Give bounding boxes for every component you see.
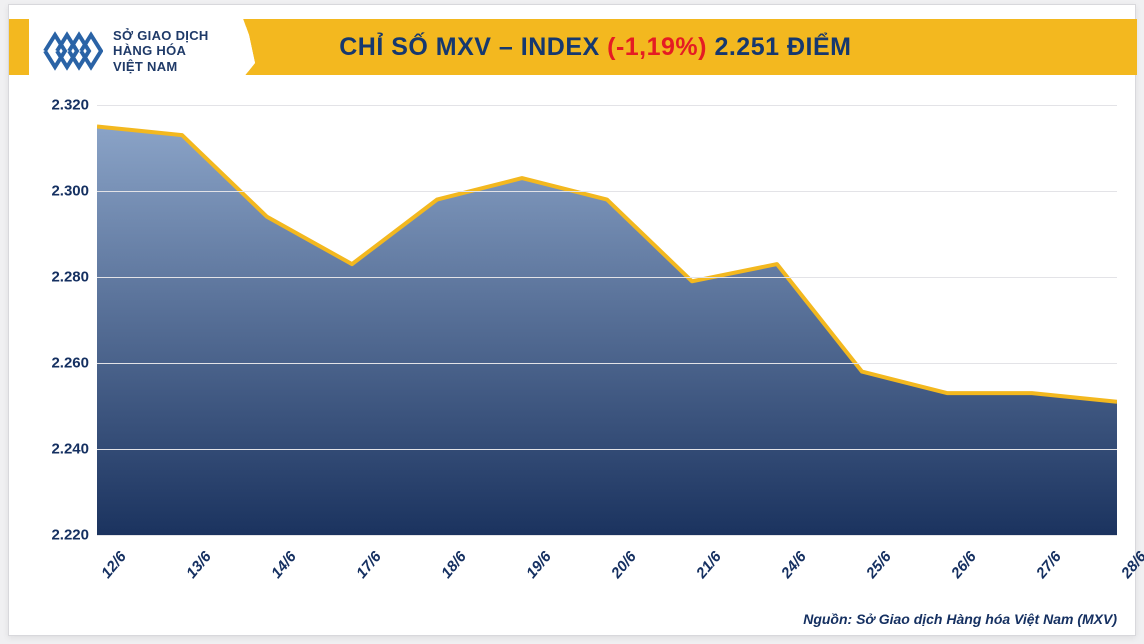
- x-axis-label: 26/6: [948, 548, 997, 596]
- plot-region: [97, 105, 1117, 535]
- x-axis-label: 17/6: [353, 548, 402, 596]
- title-prefix: CHỈ SỐ MXV – INDEX: [339, 33, 607, 61]
- title-change: (-1,19%): [607, 33, 707, 61]
- x-axis-label: 24/6: [778, 548, 827, 596]
- y-axis-label: 2.300: [37, 183, 89, 200]
- brand-line-1: SỞ GIAO DỊCH: [113, 28, 209, 44]
- source-attribution: Nguồn: Sở Giao dịch Hàng hóa Việt Nam (M…: [803, 611, 1117, 627]
- x-axis-label: 20/6: [608, 548, 657, 596]
- brand-mark-icon: [39, 27, 103, 75]
- x-axis-label: 21/6: [693, 548, 742, 596]
- x-axis-label: 14/6: [268, 548, 317, 596]
- y-axis-label: 2.220: [37, 527, 89, 544]
- y-axis-label: 2.260: [37, 355, 89, 372]
- gridline: [97, 105, 1117, 106]
- y-axis-label: 2.280: [37, 269, 89, 286]
- title-value: 2.251 ĐIỂM: [707, 33, 851, 61]
- x-axis-label: 19/6: [523, 548, 572, 596]
- brand-logo: SỞ GIAO DỊCH HÀNG HÓA VIỆT NAM: [29, 5, 259, 97]
- y-axis-label: 2.240: [37, 441, 89, 458]
- x-axis-label: 12/6: [98, 548, 147, 596]
- x-axis-label: 28/6: [1118, 548, 1144, 596]
- gridline: [97, 191, 1117, 192]
- x-axis-label: 27/6: [1033, 548, 1082, 596]
- brand-line-3: VIỆT NAM: [113, 59, 209, 75]
- x-axis-label: 18/6: [438, 548, 487, 596]
- brand-line-2: HÀNG HÓA: [113, 43, 209, 59]
- chart-title: CHỈ SỐ MXV – INDEX (-1,19%) 2.251 ĐIỂM: [295, 4, 852, 91]
- gridline: [97, 363, 1117, 364]
- brand-text: SỞ GIAO DỊCH HÀNG HÓA VIỆT NAM: [113, 28, 209, 75]
- x-axis-label: 13/6: [183, 548, 232, 596]
- chart-area: 2.2202.2402.2602.2802.3002.32012/613/614…: [37, 105, 1117, 585]
- gridline: [97, 277, 1117, 278]
- y-axis-label: 2.320: [37, 97, 89, 114]
- chart-card: CHỈ SỐ MXV – INDEX (-1,19%) 2.251 ĐIỂM S…: [8, 4, 1136, 636]
- gridline: [97, 449, 1117, 450]
- x-axis-label: 25/6: [863, 548, 912, 596]
- gridline: [97, 535, 1117, 536]
- area-chart-svg: [97, 105, 1117, 535]
- area-fill: [97, 127, 1117, 536]
